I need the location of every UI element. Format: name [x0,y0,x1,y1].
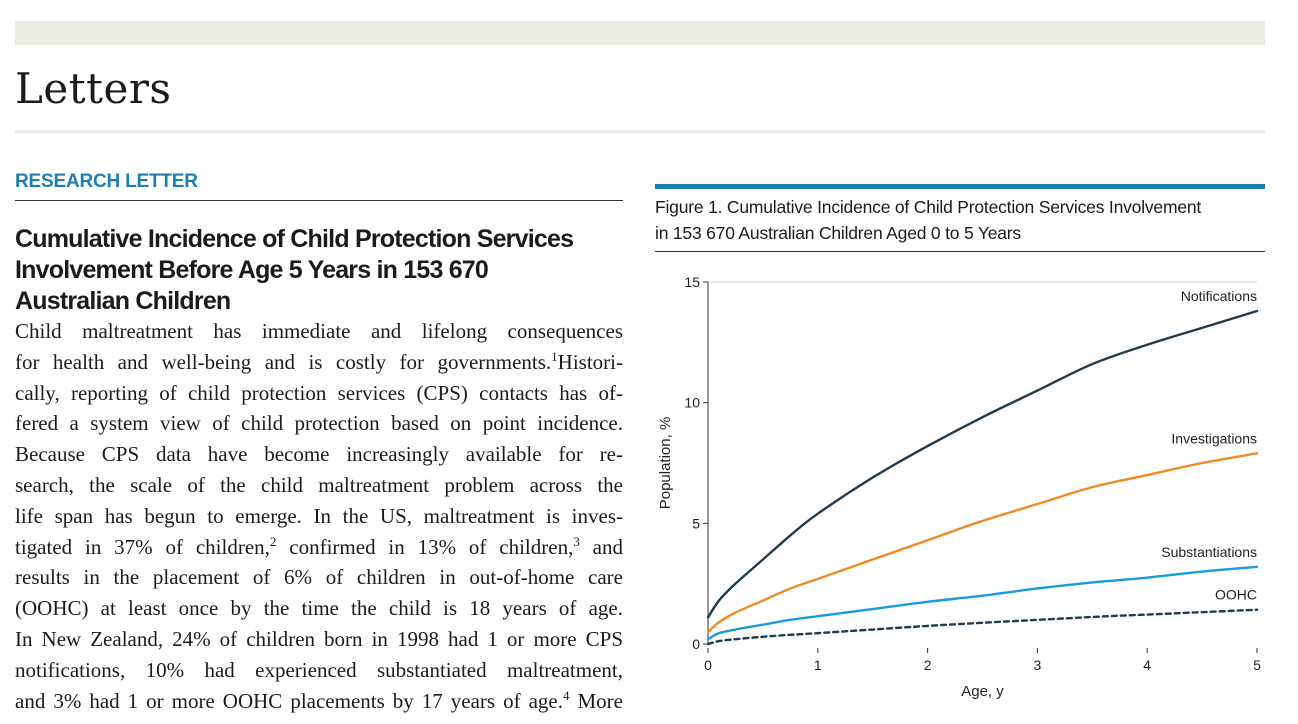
y-tick-label: 10 [684,395,700,411]
body-text-line: In New Zealand, 24% of children born in … [15,624,623,655]
x-tick-label: 2 [924,657,932,673]
y-tick-label: 0 [692,636,700,652]
series-line-notifications [706,309,1259,619]
body-text-line: cally, reporting of child protection ser… [15,378,623,409]
y-tick-label: 15 [684,274,700,290]
x-axis-label: Age, y [961,683,1004,700]
article-title-line: Cumulative Incidence of Child Protection… [15,225,574,253]
body-text-fragment: life span has begun to emerge. In the US… [15,503,623,528]
series-label: Investigations [1171,430,1257,446]
article-title-line: Australian Children [15,287,231,315]
body-text-line: (OOHC) at least once by the time the chi… [15,593,623,624]
body-text-fragment: cally, reporting of child protection ser… [15,380,623,405]
citation-superscript: 4 [563,687,570,703]
body-text-line: Child maltreatment has immediate and lif… [15,316,623,347]
citation-superscript: 2 [269,533,277,549]
body-text-line: tigated in 37% of children,2 confirmed i… [15,532,623,563]
body-text-fragment: Child maltreatment has immediate and lif… [15,319,623,343]
body-text-fragment: for health and well-being and is costly … [15,349,552,374]
x-tick-label: 4 [1143,657,1151,673]
section-divider [15,130,1265,133]
body-text-fragment: notifications, 10% had experienced subst… [15,657,623,682]
body-text-line: results in the placement of 6% of childr… [15,562,623,593]
body-text-fragment: More [569,688,624,713]
figure-caption-line: in 153 670 Australian Children Aged 0 to… [655,223,1021,243]
section-title: Letters [15,64,172,113]
citation-superscript: 1 [551,348,558,364]
figure-accent-bar [655,184,1265,189]
body-text-fragment: tigated in 37% of children, [15,534,270,559]
body-text-fragment: (OOHC) at least once by the time the chi… [15,596,623,621]
y-axis-label: Population, % [657,417,674,510]
body-text-fragment: confirmed in 13% of children, [276,534,574,559]
x-tick-label: 1 [814,657,822,673]
figure-caption: Figure 1. Cumulative Incidence of Child … [655,194,1265,246]
journal-top-band [15,21,1265,45]
body-text-fragment: In New Zealand, 24% of children born in … [15,626,623,651]
x-tick-label: 0 [704,657,712,673]
x-tick-label: 3 [1034,657,1042,673]
body-text-line: search, the scale of the child maltreatm… [15,470,623,501]
article-type-label: RESEARCH LETTER [15,171,198,192]
body-text-fragment: and [579,534,623,559]
series-line-oohc [706,608,1259,646]
article-title-line: Involvement Before Age 5 Years in 153 67… [15,256,489,284]
body-text-fragment: search, the scale of the child maltreatm… [15,472,623,497]
body-text-line: for health and well-being and is costly … [15,347,623,378]
series-line-substantiations [706,565,1259,641]
figure-caption-line: Figure 1. Cumulative Incidence of Child … [655,197,1202,217]
body-text-fragment: and 3% had 1 or more OOHC placements by … [15,688,563,713]
body-text-line: life span has begun to emerge. In the US… [15,501,623,532]
y-tick-label: 5 [692,515,700,531]
kicker-divider [15,200,623,201]
body-text-line: and 3% had 1 or more OOHC placements by … [15,686,623,717]
figure-caption-divider [655,251,1265,252]
body-text-fragment: results in the placement of 6% of childr… [15,565,623,590]
body-text-line: Because CPS data have become increasingl… [15,439,623,470]
body-text-line: fered a system view of child protection … [15,408,623,439]
series-label: Notifications [1181,288,1257,304]
body-text-fragment: fered a system view of child protection … [15,411,623,436]
body-text-fragment: Histori- [557,349,623,374]
body-text-fragment: Because CPS data have become increasingl… [15,442,623,467]
article-title: Cumulative Incidence of Child Protection… [15,224,615,317]
series-label: OOHC [1215,587,1257,603]
series-label: Substantiations [1161,544,1257,560]
article-body: Child maltreatment has immediate and lif… [15,316,623,716]
cumulative-incidence-chart: 0 5 10 15 0 1 2 3 4 5 Age, y Population, % Notificat… [657,274,1261,700]
series-line-investigations [706,452,1259,634]
citation-superscript: 3 [573,533,580,549]
x-tick-label: 5 [1253,657,1261,673]
body-text-line: notifications, 10% had experienced subst… [15,655,623,686]
